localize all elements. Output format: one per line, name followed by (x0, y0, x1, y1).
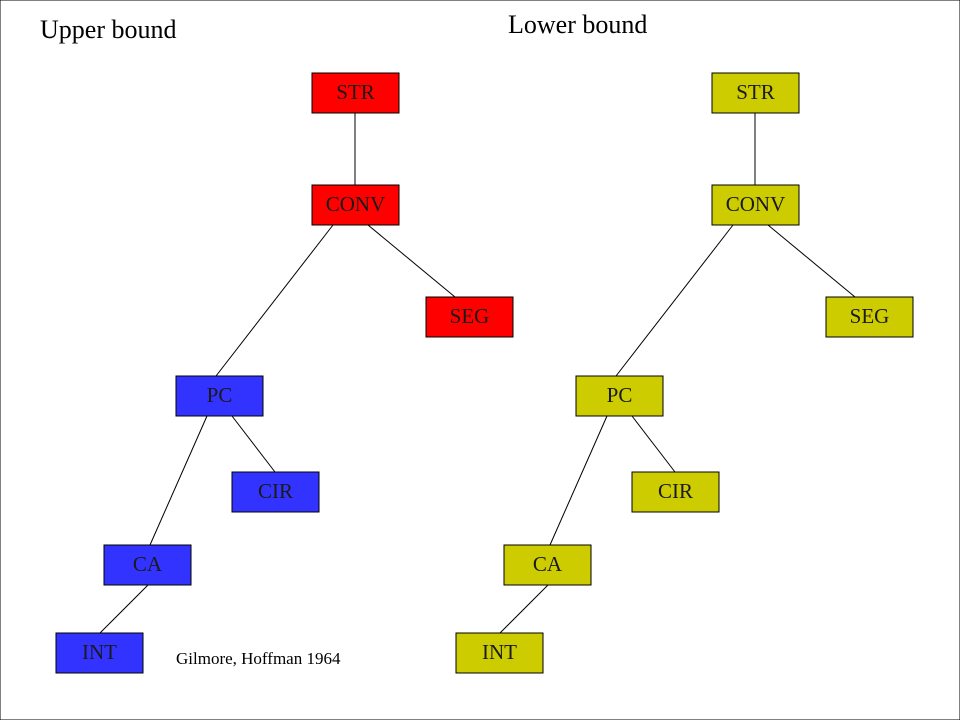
tree-node (311, 184, 400, 226)
tree-node (103, 544, 192, 586)
tree-node (311, 72, 400, 114)
node-label: CIR (258, 479, 293, 503)
node-label: INT (82, 640, 117, 664)
tree-edge (549, 415, 608, 546)
node-label: STR (736, 80, 775, 104)
tree-node (425, 296, 514, 338)
node-label: STR (336, 80, 375, 104)
tree-node (711, 72, 800, 114)
tree-node (231, 471, 320, 513)
tree-node (711, 184, 800, 226)
tree-title: Upper bound (40, 15, 176, 44)
tree-edge (631, 415, 676, 473)
tree-node (503, 544, 592, 586)
node-label: CONV (326, 192, 386, 216)
tree-node (825, 296, 914, 338)
node-label: SEG (850, 304, 890, 328)
node-label: CA (133, 552, 163, 576)
tree-edge (367, 224, 456, 298)
node-label: CIR (658, 479, 693, 503)
tree-node (575, 375, 664, 417)
tree-edge (231, 415, 276, 473)
tree-edge (99, 584, 149, 634)
tree-edge (499, 584, 549, 634)
tree-title: Lower bound (508, 10, 647, 39)
tree-node (175, 375, 264, 417)
tree-edge (767, 224, 856, 298)
node-label: INT (482, 640, 517, 664)
node-label: CONV (726, 192, 786, 216)
tree-edge (215, 224, 334, 377)
tree-edge (615, 224, 734, 377)
citation: Gilmore, Hoffman 1964 (176, 649, 341, 668)
tree-node (55, 632, 144, 674)
tree-node (631, 471, 720, 513)
tree-node (455, 632, 544, 674)
tree-edge (149, 415, 208, 546)
node-label: SEG (450, 304, 490, 328)
node-label: CA (533, 552, 563, 576)
node-label: PC (207, 383, 233, 407)
node-label: PC (607, 383, 633, 407)
